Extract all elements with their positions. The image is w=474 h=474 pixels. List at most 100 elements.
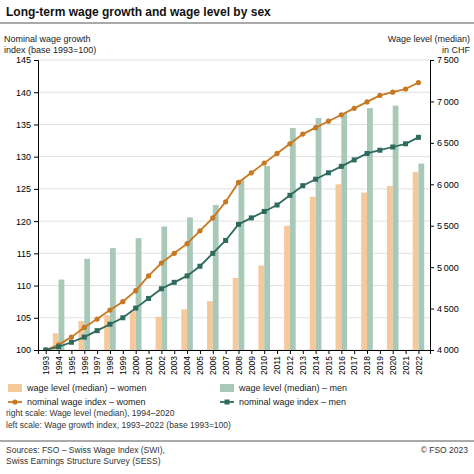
tick: 7 500 — [430, 55, 459, 65]
tick: 2011 — [272, 350, 282, 374]
grid-line — [38, 60, 430, 61]
marker — [236, 180, 241, 185]
tick-mark — [316, 350, 317, 354]
bar — [104, 315, 110, 350]
marker — [223, 199, 228, 204]
tick-mark — [418, 350, 419, 354]
tick-mark — [34, 92, 38, 93]
line — [46, 137, 419, 350]
marker — [43, 348, 48, 351]
tick-label: 145 — [16, 55, 31, 65]
tick-label: 2012 — [285, 356, 295, 375]
y2-axis-title: Wage level (median)in CHF — [388, 34, 471, 55]
marker — [390, 90, 395, 95]
marker — [339, 112, 344, 117]
tick-label: 2013 — [298, 356, 308, 375]
tick-label: 1993 — [41, 356, 51, 375]
tick: 140 — [16, 88, 38, 98]
tick-mark — [187, 350, 188, 354]
tick: 2010 — [259, 350, 269, 375]
tick-mark — [430, 101, 434, 102]
bar — [213, 205, 219, 350]
tick-label: 1997 — [92, 356, 102, 375]
marker — [390, 145, 395, 150]
tick: 2007 — [221, 350, 231, 375]
bar — [393, 106, 399, 350]
tick-label: 135 — [16, 120, 31, 130]
tick-label: 2003 — [169, 356, 179, 375]
tick-mark — [251, 350, 252, 354]
marker — [274, 151, 279, 156]
tick-mark — [149, 350, 150, 354]
legend-item: wage level (median) – women — [8, 383, 147, 393]
text-line: Nominal wage growth — [4, 34, 91, 44]
tick-mark — [341, 350, 342, 354]
tick: 4 000 — [430, 345, 459, 355]
tick-label: 2008 — [234, 356, 244, 375]
marker — [377, 148, 382, 153]
tick: 1997 — [92, 350, 102, 375]
tick-label: 2018 — [362, 356, 372, 375]
tick: 2020 — [388, 350, 398, 375]
tick-label: 2019 — [375, 356, 385, 375]
tick-label: 2004 — [182, 356, 192, 375]
marker — [107, 307, 112, 312]
tick-mark — [34, 60, 38, 61]
tick: 110 — [17, 281, 38, 291]
marker — [185, 273, 190, 278]
tick-mark — [303, 350, 304, 354]
marker — [107, 322, 112, 327]
marker — [352, 106, 357, 111]
tick-label: 2010 — [259, 356, 269, 375]
tick-label: 2007 — [221, 356, 231, 375]
tick: 4 500 — [430, 304, 459, 314]
bar — [290, 128, 296, 350]
line — [46, 83, 419, 350]
tick-mark — [136, 350, 137, 354]
marker — [416, 135, 421, 140]
tick-mark — [354, 350, 355, 354]
tick: 2001 — [144, 350, 154, 375]
tick-mark — [430, 184, 434, 185]
tick-mark — [430, 143, 434, 144]
text-line: Swiss Earnings Structure Survey (SESS) — [6, 456, 161, 466]
marker — [339, 164, 344, 169]
tick-label: 4 500 — [437, 304, 459, 314]
bar — [264, 166, 270, 350]
tick-mark — [97, 350, 98, 354]
bar — [387, 186, 393, 350]
tick-label: 4 000 — [437, 345, 459, 355]
marker — [416, 80, 421, 85]
tick: 2009 — [247, 350, 257, 375]
tick-mark — [110, 350, 111, 354]
copyright: © FSO 2023 — [421, 445, 469, 455]
legend-item: nominal wage index – men — [220, 397, 346, 407]
tick: 2003 — [169, 350, 179, 375]
marker — [197, 228, 202, 233]
tick-label: 2009 — [247, 356, 257, 375]
marker — [249, 215, 254, 220]
title-rule — [0, 23, 474, 24]
bar — [418, 164, 424, 350]
bar — [238, 180, 244, 350]
tick: 2016 — [337, 350, 347, 375]
marker — [82, 325, 87, 330]
tick-label: 2017 — [349, 356, 359, 375]
bar — [284, 226, 290, 350]
marker — [184, 241, 189, 246]
tick: 2013 — [298, 350, 308, 375]
marks — [43, 80, 424, 350]
tick-label: 2002 — [157, 356, 167, 375]
marker — [172, 280, 177, 285]
tick-label: 1999 — [118, 356, 128, 375]
note: right scale: Wage level (median), 1994–2… — [6, 408, 175, 418]
marker — [300, 132, 305, 137]
text-line: Sources: FSO – Swiss Wage Index (SWI), — [6, 445, 165, 455]
source: Sources: FSO – Swiss Wage Index (SWI),Sw… — [6, 445, 165, 466]
tick-mark — [238, 350, 239, 354]
tick: 2021 — [401, 350, 411, 375]
tick-mark — [430, 226, 434, 227]
marker — [262, 209, 267, 214]
tick: 2005 — [195, 350, 205, 375]
bar — [187, 217, 193, 350]
